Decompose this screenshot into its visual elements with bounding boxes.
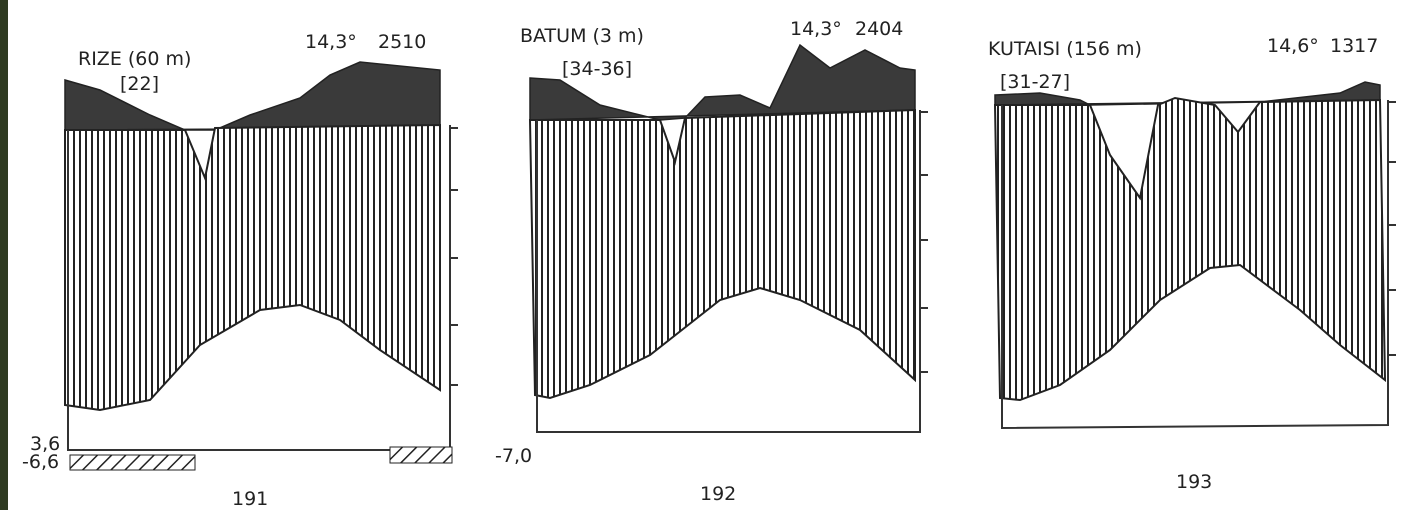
temperature: 14,6° xyxy=(1267,35,1319,57)
precipitation: 2510 xyxy=(378,31,426,53)
diagram-193: KUTAISI (156 m) [31-27] 14,6° 1317 193 xyxy=(988,35,1396,493)
frost-bar xyxy=(389,446,453,464)
station: RIZE (60 m) xyxy=(78,48,191,70)
temperature: 14,3° xyxy=(790,18,842,40)
diagram-192: BATUM (3 m) [34-36] 14,3° 2404 -7,0 192 xyxy=(495,18,928,505)
min-label: 3,6 xyxy=(30,433,60,455)
axes xyxy=(536,110,921,433)
edge-strip xyxy=(0,0,8,510)
frost-bar xyxy=(69,454,196,471)
ticks xyxy=(920,111,928,373)
station: BATUM (3 m) xyxy=(520,25,644,47)
precipitation-area xyxy=(993,96,1387,402)
number: 192 xyxy=(700,483,736,505)
axes xyxy=(67,125,451,451)
number: 191 xyxy=(232,488,268,510)
humid-area xyxy=(529,43,916,121)
min-label: -6,6 xyxy=(22,451,59,473)
humid-area xyxy=(994,81,1381,106)
years: [31-27] xyxy=(1000,71,1070,93)
years: [34-36] xyxy=(562,58,632,80)
ticks xyxy=(1388,101,1396,356)
temperature: 14,3° xyxy=(305,31,357,53)
ticks xyxy=(450,127,458,386)
precipitation-area xyxy=(64,123,441,412)
min-label: -7,0 xyxy=(495,445,532,467)
years: [22] xyxy=(120,73,159,95)
precipitation-area xyxy=(528,108,916,400)
axes xyxy=(1001,100,1389,430)
precipitation: 2404 xyxy=(855,18,903,40)
precipitation: 1317 xyxy=(1330,35,1378,57)
station: KUTAISI (156 m) xyxy=(988,38,1142,60)
diagram-191: RIZE (60 m) [22] 14,3° 2510 3,6 -6,6 191 xyxy=(22,31,458,510)
number: 193 xyxy=(1176,471,1212,493)
